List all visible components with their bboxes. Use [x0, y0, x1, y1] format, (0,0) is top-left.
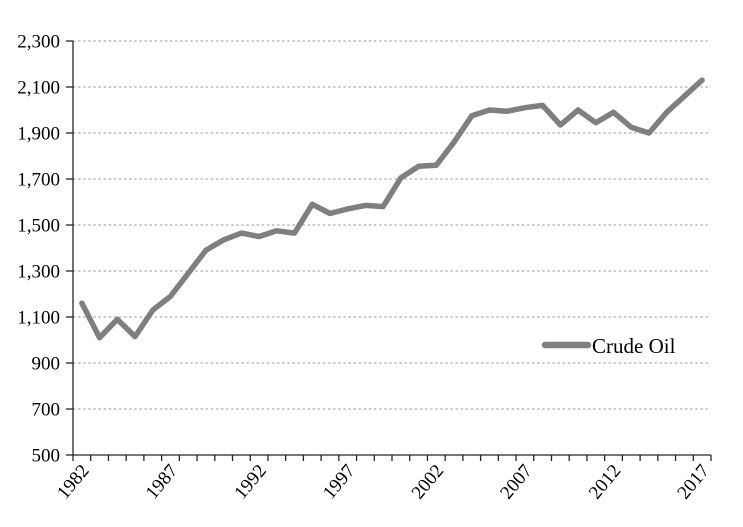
legend-label: Crude Oil	[592, 334, 676, 358]
x-axis-tick-label: 2007	[496, 461, 537, 504]
x-axis-tick-label: 2002	[408, 461, 449, 504]
x-axis-tick-label: 1987	[142, 461, 183, 504]
x-axis-tick-label: 1982	[53, 461, 94, 504]
y-axis-tick-label: 1,100	[17, 308, 60, 329]
y-axis-tick-label: 900	[32, 354, 61, 375]
crude-oil-series-line	[79, 77, 705, 341]
y-axis-tick-label: 1,900	[17, 124, 60, 145]
y-axis-tick-label: 700	[32, 400, 61, 421]
y-axis-tick-label: 2,300	[17, 32, 60, 53]
y-axis-tick-label: 1,700	[17, 170, 60, 191]
y-axis-tick-label: 1,500	[17, 216, 60, 237]
y-axis-tick-label: 1,300	[17, 262, 60, 283]
x-axis-tick-label: 1997	[319, 461, 360, 504]
y-axis-tick-label: 2,100	[17, 78, 60, 99]
y-axis-tick-label: 500	[32, 446, 61, 467]
x-axis-tick-label: 2017	[673, 461, 714, 504]
x-axis-tick-label: 2012	[585, 461, 626, 504]
x-axis-tick-label: 1992	[230, 461, 271, 504]
